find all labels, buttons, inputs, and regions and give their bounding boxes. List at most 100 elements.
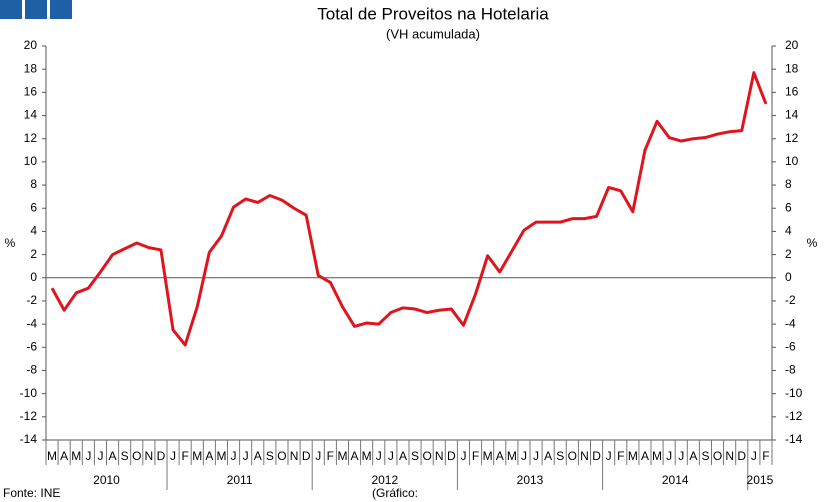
x-tick-label: N: [145, 449, 154, 463]
x-tick-label: M: [192, 449, 202, 463]
y-tick-label: 2: [30, 247, 37, 261]
y-tick-label: -8: [26, 363, 37, 377]
year-label: 2013: [517, 473, 544, 487]
chart-subtitle: (VH acumulada): [386, 26, 480, 41]
y-axis-label: %: [5, 236, 16, 250]
x-tick-label: A: [496, 449, 504, 463]
x-tick-label: A: [544, 449, 552, 463]
x-tick-label: A: [109, 449, 117, 463]
x-tick-label: F: [617, 449, 624, 463]
year-label: 2015: [747, 473, 774, 487]
x-tick-label: J: [751, 449, 757, 463]
y-tick-label: 18: [24, 61, 38, 75]
x-tick-label: M: [362, 449, 372, 463]
x-tick-label: N: [435, 449, 444, 463]
x-tick-label: M: [216, 449, 226, 463]
y-tick-label: 6: [30, 200, 37, 214]
data-line: [50, 71, 768, 347]
x-tick-label: J: [678, 449, 684, 463]
x-tick-label: N: [725, 449, 734, 463]
year-label: 2011: [227, 473, 253, 487]
y2-tick-label: 8: [785, 177, 792, 191]
y2-tick-label: 10: [785, 154, 799, 168]
x-tick-label: S: [266, 449, 274, 463]
year-label: 2010: [93, 473, 120, 487]
y-tick-label: -4: [26, 316, 37, 330]
y-tick-label: -12: [20, 409, 38, 423]
y2-tick-label: -2: [785, 293, 796, 307]
y2-tick-label: -14: [785, 432, 803, 446]
x-tick-label: S: [701, 449, 709, 463]
x-tick-label: A: [399, 449, 407, 463]
x-tick-label: J: [606, 449, 612, 463]
x-tick-label: F: [762, 449, 769, 463]
x-tick-label: O: [713, 449, 722, 463]
x-tick-label: M: [483, 449, 493, 463]
y-tick-label: 14: [24, 108, 38, 122]
logo-square: [50, 0, 72, 19]
x-tick-label: J: [243, 449, 249, 463]
y-tick-label: -10: [20, 386, 38, 400]
y2-tick-label: -12: [785, 409, 803, 423]
y2-tick-label: 18: [785, 61, 799, 75]
y-tick-label: -14: [20, 432, 38, 446]
y2-tick-label: 12: [785, 131, 799, 145]
y-tick-label: -6: [26, 339, 37, 353]
x-tick-label: J: [388, 449, 394, 463]
x-tick-label: A: [205, 449, 213, 463]
y2-tick-label: 2: [785, 247, 792, 261]
x-tick-label: J: [231, 449, 237, 463]
x-tick-label: A: [60, 449, 68, 463]
x-tick-label: D: [737, 449, 746, 463]
chart-title: Total de Proveitos na Hotelaria: [317, 4, 549, 23]
x-tick-label: J: [376, 449, 382, 463]
x-tick-label: D: [302, 449, 311, 463]
y2-tick-label: 16: [785, 85, 799, 99]
y-tick-label: 0: [30, 270, 37, 284]
x-tick-label: J: [460, 449, 466, 463]
y-tick-label: -2: [26, 293, 37, 307]
logo-square: [25, 0, 47, 19]
x-tick-label: A: [641, 449, 649, 463]
x-tick-label: J: [97, 449, 103, 463]
x-tick-label: M: [337, 449, 347, 463]
y-tick-label: 8: [30, 177, 37, 191]
x-tick-label: D: [592, 449, 601, 463]
x-tick-label: O: [277, 449, 286, 463]
year-label: 2014: [662, 473, 689, 487]
x-tick-label: N: [580, 449, 589, 463]
y-tick-label: 10: [24, 154, 38, 168]
x-tick-label: M: [71, 449, 81, 463]
x-tick-label: M: [628, 449, 638, 463]
y2-tick-label: -4: [785, 316, 796, 330]
y-tick-label: 12: [24, 131, 38, 145]
y2-tick-label: -8: [785, 363, 796, 377]
y2-tick-label: 20: [785, 38, 799, 52]
y-tick-label: 4: [30, 224, 37, 238]
x-tick-label: S: [411, 449, 419, 463]
x-tick-label: S: [556, 449, 564, 463]
x-tick-label: O: [568, 449, 577, 463]
source-note: Fonte: INE: [3, 486, 60, 500]
x-tick-label: A: [689, 449, 697, 463]
x-tick-label: D: [157, 449, 166, 463]
y2-tick-label: -10: [785, 386, 803, 400]
x-tick-label: F: [181, 449, 188, 463]
x-tick-label: A: [351, 449, 359, 463]
x-tick-label: M: [47, 449, 57, 463]
x-tick-label: A: [254, 449, 262, 463]
y2-tick-label: 6: [785, 200, 792, 214]
x-tick-label: J: [533, 449, 539, 463]
y2-tick-label: 4: [785, 224, 792, 238]
x-tick-label: O: [422, 449, 431, 463]
x-tick-label: M: [652, 449, 662, 463]
x-tick-label: J: [315, 449, 321, 463]
x-tick-label: O: [132, 449, 141, 463]
x-tick-label: F: [472, 449, 479, 463]
x-tick-label: J: [666, 449, 672, 463]
x-tick-label: F: [327, 449, 334, 463]
x-tick-label: J: [85, 449, 91, 463]
x-tick-label: D: [447, 449, 456, 463]
x-tick-label: J: [521, 449, 527, 463]
